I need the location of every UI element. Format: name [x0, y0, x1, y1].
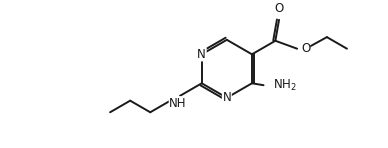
Text: NH$_2$: NH$_2$ [273, 78, 297, 93]
Text: NH: NH [169, 97, 187, 110]
Text: N: N [222, 91, 231, 104]
Text: O: O [274, 2, 284, 15]
Text: O: O [301, 42, 310, 55]
Text: N: N [197, 48, 206, 61]
